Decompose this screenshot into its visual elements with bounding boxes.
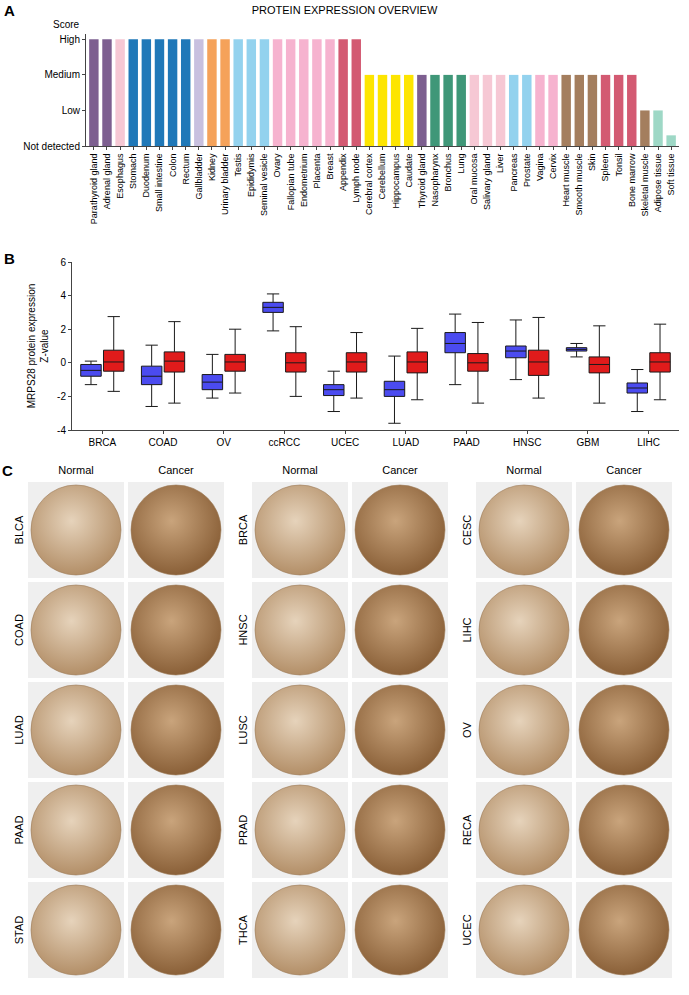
svg-text:Soft tissue: Soft tissue: [666, 154, 676, 196]
svg-text:Cancer: Cancer: [158, 464, 194, 476]
svg-text:Oral mucosa: Oral mucosa: [469, 154, 479, 205]
svg-text:Vagina: Vagina: [535, 154, 545, 181]
svg-text:LUAD: LUAD: [393, 437, 420, 448]
svg-text:Adrenal gland: Adrenal gland: [102, 154, 112, 210]
svg-text:Appendix: Appendix: [338, 153, 348, 191]
svg-text:2: 2: [60, 324, 66, 335]
svg-text:Bone marrow: Bone marrow: [627, 153, 637, 207]
svg-text:Prostate: Prostate: [522, 154, 532, 188]
svg-text:Placenta: Placenta: [312, 154, 322, 189]
svg-text:Fallopian tube: Fallopian tube: [286, 154, 296, 211]
svg-text:PRAD: PRAD: [237, 815, 249, 846]
svg-text:HNSC: HNSC: [237, 614, 249, 645]
svg-text:-2: -2: [57, 391, 66, 402]
svg-text:Liver: Liver: [496, 154, 506, 174]
svg-text:Parathyroid gland: Parathyroid gland: [89, 154, 99, 225]
svg-text:STAD: STAD: [13, 916, 25, 945]
svg-text:Kidney: Kidney: [207, 153, 217, 181]
svg-text:Not detected: Not detected: [23, 141, 80, 152]
svg-text:PAAD: PAAD: [13, 815, 25, 844]
svg-text:BRCA: BRCA: [88, 437, 116, 448]
svg-text:BRCA: BRCA: [237, 514, 249, 545]
svg-text:RECA: RECA: [461, 814, 473, 845]
svg-text:Medium: Medium: [44, 69, 80, 80]
svg-text:Cancer: Cancer: [382, 464, 418, 476]
html-text:B: B: [4, 250, 15, 267]
svg-text:ccRCC: ccRCC: [269, 437, 301, 448]
svg-text:Adipose tissue: Adipose tissue: [653, 154, 663, 213]
svg-text:CESC: CESC: [461, 515, 473, 546]
svg-text:HNSC: HNSC: [513, 437, 541, 448]
svg-text:Salivary gland: Salivary gland: [482, 154, 492, 211]
svg-text:LIHC: LIHC: [637, 437, 660, 448]
svg-text:Colon: Colon: [168, 154, 178, 178]
svg-text:Normal: Normal: [58, 464, 93, 476]
svg-text:BLCA: BLCA: [13, 515, 25, 544]
svg-text:Pancreas: Pancreas: [509, 153, 519, 192]
svg-text:Thyroid gland: Thyroid gland: [417, 154, 427, 209]
svg-text:Seminal vesicle: Seminal vesicle: [259, 154, 269, 217]
svg-text:Lymph node: Lymph node: [351, 154, 361, 203]
svg-text:Esophagus: Esophagus: [115, 153, 125, 199]
svg-text:Skin: Skin: [587, 154, 597, 172]
svg-text:Heart muscle: Heart muscle: [561, 154, 571, 207]
svg-text:Cervix: Cervix: [548, 153, 558, 179]
svg-text:MRPS28 protein expressionZ-val: MRPS28 protein expressionZ-value: [26, 284, 50, 409]
svg-text:Normal: Normal: [506, 464, 541, 476]
html-text:C: C: [2, 462, 13, 479]
svg-text:Cerebral cortex: Cerebral cortex: [364, 153, 374, 215]
svg-text:Hippocampus: Hippocampus: [391, 153, 401, 209]
svg-text:4: 4: [60, 290, 66, 301]
svg-text:THCA: THCA: [237, 914, 249, 945]
svg-text:COAD: COAD: [149, 437, 178, 448]
svg-text:Stomach: Stomach: [128, 154, 138, 190]
svg-text:PAAD: PAAD: [453, 437, 480, 448]
svg-text:Cerebellum: Cerebellum: [377, 154, 387, 200]
svg-text:Caudate: Caudate: [404, 154, 414, 188]
svg-text:Normal: Normal: [282, 464, 317, 476]
svg-text:UCEC: UCEC: [461, 914, 473, 945]
svg-text:Bronchus: Bronchus: [443, 153, 453, 192]
svg-text:-4: -4: [57, 425, 66, 436]
svg-text:High: High: [59, 34, 80, 45]
svg-text:PROTEIN EXPRESSION OVERVIEW: PROTEIN EXPRESSION OVERVIEW: [252, 4, 438, 16]
svg-text:Endometrium: Endometrium: [299, 154, 309, 208]
svg-text:LUSC: LUSC: [237, 715, 249, 744]
svg-text:Small intestine: Small intestine: [154, 154, 164, 213]
svg-text:Cancer: Cancer: [606, 464, 642, 476]
svg-text:Testis: Testis: [233, 153, 243, 177]
svg-text:UCEC: UCEC: [331, 437, 359, 448]
svg-text:Rectum: Rectum: [181, 154, 191, 185]
svg-text:Urinary bladder: Urinary bladder: [220, 154, 230, 216]
svg-text:LUAD: LUAD: [13, 715, 25, 744]
svg-text:Score: Score: [53, 19, 80, 30]
svg-text:Gallbladder: Gallbladder: [194, 154, 204, 200]
svg-text:OV: OV: [461, 721, 473, 738]
svg-text:LIHC: LIHC: [461, 617, 473, 642]
svg-text:Tonsil: Tonsil: [614, 154, 624, 177]
html-text:A: A: [4, 2, 15, 19]
svg-text:Lung: Lung: [456, 154, 466, 174]
svg-text:OV: OV: [217, 437, 232, 448]
svg-text:Low: Low: [62, 105, 81, 116]
svg-text:COAD: COAD: [13, 614, 25, 646]
svg-text:0: 0: [60, 357, 66, 368]
svg-text:GBM: GBM: [577, 437, 600, 448]
svg-text:Epididymis: Epididymis: [246, 153, 256, 197]
svg-text:Duodenum: Duodenum: [141, 154, 151, 198]
svg-text:6: 6: [60, 257, 66, 268]
svg-text:Spleen: Spleen: [600, 154, 610, 182]
svg-text:Smooth muscle: Smooth muscle: [574, 154, 584, 216]
svg-text:Ovary: Ovary: [272, 153, 282, 178]
svg-text:Skeletal muscle: Skeletal muscle: [640, 154, 650, 217]
svg-text:Nasopharynx: Nasopharynx: [430, 153, 440, 207]
svg-text:Breast: Breast: [325, 153, 335, 180]
